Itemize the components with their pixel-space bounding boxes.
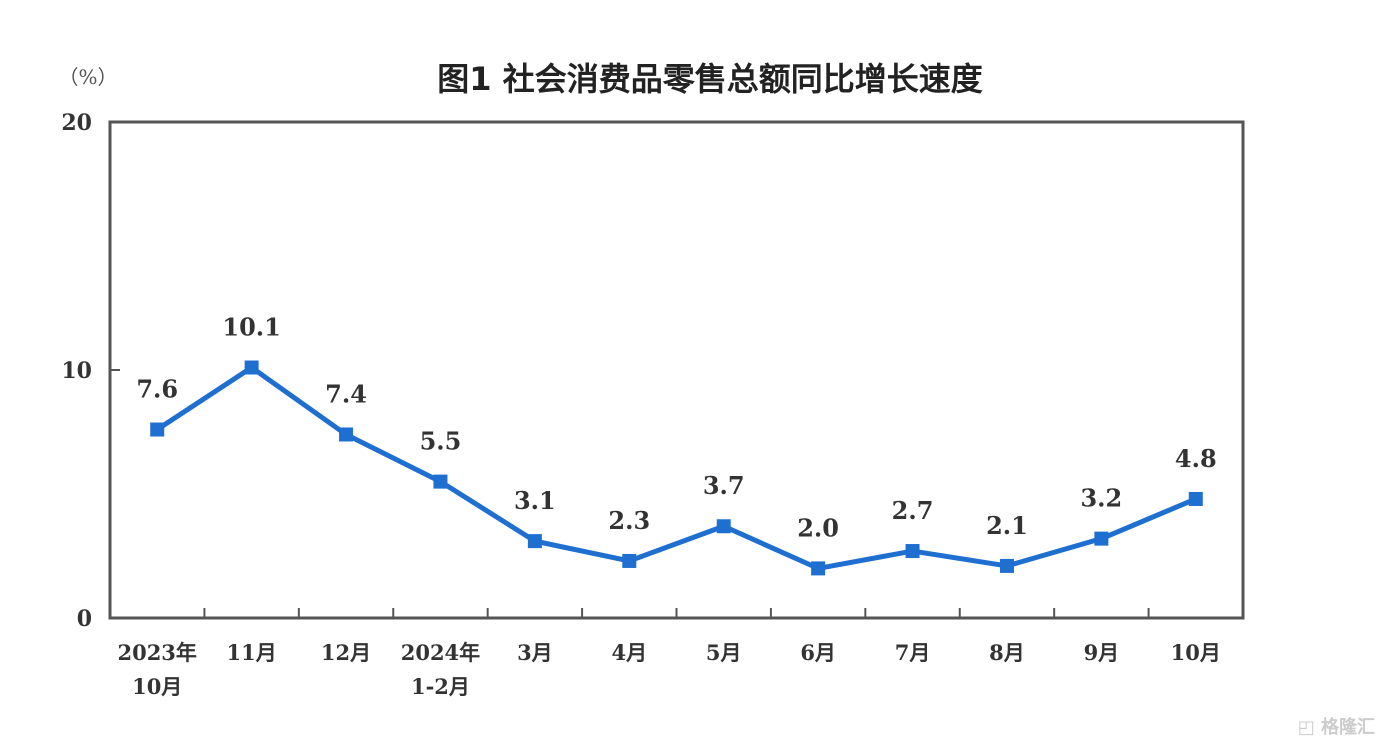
y-tick-label: 0 (77, 606, 92, 632)
x-tick-label: 11月 (227, 640, 277, 665)
x-tick-label: 6月 (800, 640, 836, 665)
data-point-marker (905, 544, 920, 559)
x-tick-label: 5月 (706, 640, 742, 665)
data-label: 7.6 (136, 375, 178, 404)
chart-title: 图1 社会消费品零售总额同比增长速度 (437, 60, 982, 98)
x-tick-label: 4月 (611, 640, 647, 665)
x-tick-label: 10月 (1171, 640, 1221, 665)
x-tick-label: 2023年 (117, 640, 196, 665)
data-point-marker (811, 561, 826, 576)
data-point-marker (150, 422, 165, 437)
watermark-logo: ◰ 格隆汇 (1297, 717, 1375, 738)
series-line (155, 365, 1197, 571)
data-label: 2.1 (986, 511, 1028, 540)
data-point-marker (527, 534, 542, 549)
x-tick-label: 7月 (895, 640, 931, 665)
x-tick-label: 1-2月 (411, 674, 470, 699)
data-label: 5.5 (420, 427, 462, 456)
data-point-marker (244, 360, 259, 375)
data-label: 2.0 (797, 513, 839, 542)
data-point-marker (999, 558, 1014, 573)
x-tick-label: 2024年 (401, 640, 480, 665)
data-point-marker (716, 519, 731, 534)
x-tick-label: 3月 (517, 640, 553, 665)
data-point-marker (1094, 531, 1109, 546)
data-label: 3.7 (703, 471, 745, 500)
y-tick-label: 10 (61, 358, 92, 384)
data-label: 3.2 (1080, 484, 1122, 513)
watermark-text: 格隆汇 (1321, 717, 1375, 738)
y-tick-label: 20 (61, 110, 92, 136)
data-point-marker (1188, 491, 1203, 506)
data-label: 2.7 (892, 496, 934, 525)
x-tick-label: 12月 (321, 640, 371, 665)
data-label: 4.8 (1175, 444, 1217, 473)
data-label: 10.1 (222, 313, 280, 342)
x-tick-label: 9月 (1084, 640, 1120, 665)
y-axis-unit: （%） (58, 65, 117, 89)
x-tick-label: 8月 (989, 640, 1025, 665)
data-label: 2.3 (608, 506, 650, 535)
data-point-marker (433, 474, 448, 489)
data-point-marker (622, 553, 637, 568)
x-tick-label: 10月 (132, 674, 182, 699)
data-point-marker (339, 427, 354, 442)
data-label: 7.4 (325, 379, 367, 408)
data-label: 3.1 (514, 486, 556, 515)
